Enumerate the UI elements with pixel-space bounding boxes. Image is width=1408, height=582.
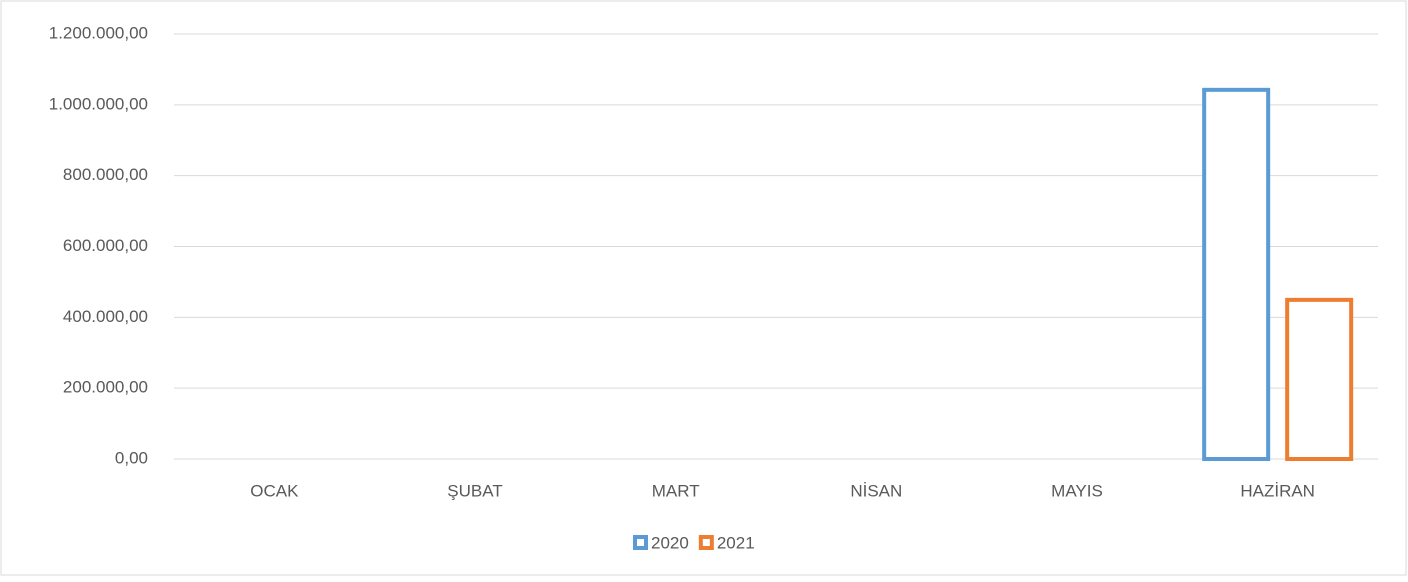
legend-label: 2020 — [651, 533, 689, 552]
x-tick-label: NİSAN — [850, 481, 902, 500]
legend-swatch — [698, 535, 714, 550]
x-tick-label: MAYIS — [1051, 481, 1103, 500]
x-tick-label: MART — [652, 481, 700, 500]
y-tick-label: 200.000,00 — [63, 378, 148, 397]
y-tick-label: 400.000,00 — [63, 307, 148, 326]
x-tick-label: ŞUBAT — [447, 481, 502, 500]
bar — [1202, 87, 1271, 461]
y-tick-label: 1.000.000,00 — [49, 94, 148, 113]
x-tick-label: HAZİRAN — [1240, 481, 1315, 500]
y-tick-label: 0,00 — [115, 448, 148, 467]
y-tick-label: 800.000,00 — [63, 165, 148, 184]
legend-swatch — [633, 535, 648, 550]
x-tick-label: OCAK — [250, 481, 299, 500]
bar — [1285, 297, 1354, 461]
y-tick-label: 1.200.000,00 — [49, 23, 148, 42]
legend-label: 2021 — [717, 533, 755, 552]
y-tick-label: 600.000,00 — [63, 236, 148, 255]
